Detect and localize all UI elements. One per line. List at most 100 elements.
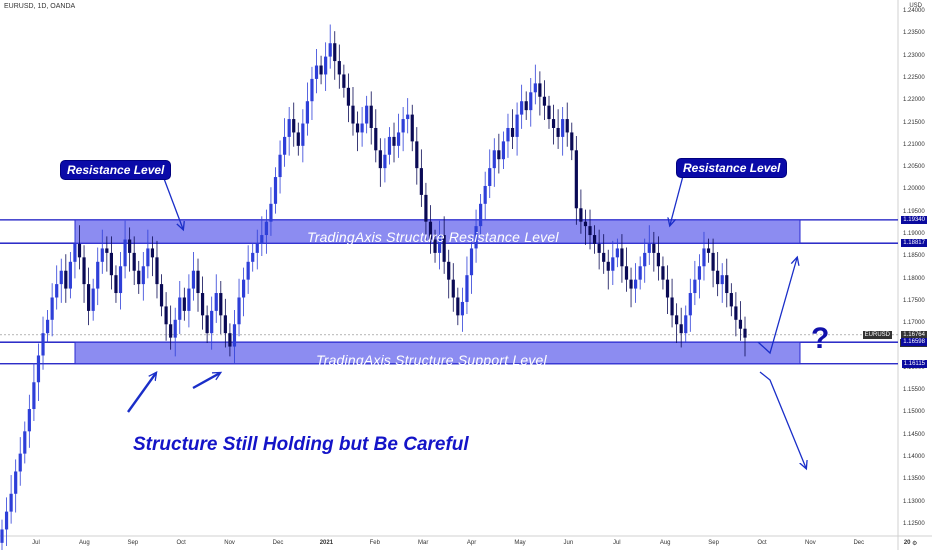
resistance-label-right[interactable]: Resistance Level <box>676 158 788 178</box>
candle-body <box>702 248 706 267</box>
candle-body <box>87 284 91 311</box>
candle-body <box>82 257 86 285</box>
question-mark: ? <box>811 322 830 355</box>
candle-body <box>551 119 556 128</box>
time-tick: Sep <box>127 540 139 546</box>
candle-body <box>497 150 501 160</box>
candle-body <box>675 315 679 325</box>
candle-body <box>260 235 264 244</box>
time-tick: Feb <box>369 540 380 546</box>
candle-body <box>387 136 392 155</box>
candle-body <box>583 221 588 227</box>
candle-body <box>634 279 638 289</box>
resistance-label-left[interactable]: Resistance Level <box>60 160 172 180</box>
candle-body <box>374 127 378 151</box>
time-tick: Sep <box>708 540 719 546</box>
candle-body <box>510 127 515 137</box>
candle-body <box>442 235 446 262</box>
candle-body <box>579 208 583 222</box>
candle-body <box>615 248 619 258</box>
candle-body <box>264 221 268 236</box>
candle-body <box>624 266 629 280</box>
candle-body <box>561 119 565 137</box>
candle-body <box>611 257 615 271</box>
bearish-scenario-arrow[interactable] <box>759 371 806 468</box>
candle-body <box>410 114 414 142</box>
candle-body <box>720 275 724 285</box>
time-tick: Apr <box>466 540 477 546</box>
candle-body <box>64 270 68 289</box>
symbol-title: EURUSD, 1D, OANDA <box>4 3 76 10</box>
support-zone[interactable] <box>74 341 801 365</box>
candle-body <box>96 261 100 289</box>
candle-body <box>255 243 259 253</box>
candle-body <box>105 248 109 253</box>
candle-body <box>529 92 533 111</box>
price-tag: 1.16115 <box>901 359 927 368</box>
candle-body <box>278 154 282 178</box>
candle-body <box>396 132 401 146</box>
candle-body <box>200 293 205 316</box>
candle-body <box>18 453 22 472</box>
candle-body <box>415 141 419 169</box>
candle-body <box>109 252 113 276</box>
candle-body <box>196 270 200 294</box>
candle-body <box>73 243 77 262</box>
candle-body <box>433 239 437 253</box>
time-tick: May <box>514 540 526 546</box>
price-tick: 1.20000 <box>903 186 925 193</box>
candle-body <box>100 248 104 262</box>
candle-body <box>305 101 310 124</box>
candle-body <box>542 96 547 106</box>
resistance-pointer-left[interactable] <box>162 175 183 229</box>
price-tick: 1.20500 <box>903 164 925 171</box>
bullish-scenario-arrow[interactable] <box>757 258 797 355</box>
candle-body <box>665 279 670 298</box>
support-arrow-2[interactable] <box>192 373 220 390</box>
price-tag: 1.19340 <box>901 215 927 224</box>
candle-body <box>169 324 173 338</box>
candle-body <box>533 83 537 93</box>
candle-body <box>547 105 551 120</box>
time-tick: Jul <box>32 540 40 546</box>
time-tick: Aug <box>79 540 90 546</box>
candle-body <box>141 266 145 285</box>
candle-body <box>246 261 250 280</box>
candle-body <box>729 293 733 307</box>
settings-icon[interactable]: ⚙ <box>912 541 918 547</box>
candle-body <box>725 275 729 294</box>
candle-body <box>479 203 483 227</box>
candle-body <box>679 324 683 334</box>
resistance-zone-label: TradingAxis Structure Resistance Level <box>307 229 559 245</box>
candle-body <box>214 293 218 311</box>
candle-body <box>401 119 405 133</box>
candle-body <box>460 301 464 316</box>
last-price-tag: 1.16764 <box>901 330 927 339</box>
price-tick: 1.19500 <box>903 208 925 215</box>
candle-body <box>45 319 50 334</box>
candle-body <box>292 119 296 133</box>
support-arrow-1[interactable] <box>127 373 156 413</box>
candle-body <box>447 261 451 280</box>
candle-body <box>451 279 455 298</box>
candle-body <box>716 270 720 285</box>
candle-body <box>392 136 396 146</box>
price-tick: 1.23000 <box>903 52 925 59</box>
candle-body <box>128 239 132 253</box>
candle-body <box>114 275 118 294</box>
candle-body <box>647 243 651 253</box>
candle-body <box>219 293 223 316</box>
candle-body <box>643 252 647 267</box>
candle-body <box>237 297 241 325</box>
candle-body <box>574 150 578 209</box>
candle-body <box>251 252 255 262</box>
resistance-pointer-right[interactable] <box>670 175 684 225</box>
candle-body <box>706 248 711 253</box>
time-tick: Aug <box>659 540 671 546</box>
candle-body <box>273 177 278 204</box>
candle-body <box>437 235 442 253</box>
candle-body <box>378 150 382 169</box>
candle-body <box>132 252 136 271</box>
